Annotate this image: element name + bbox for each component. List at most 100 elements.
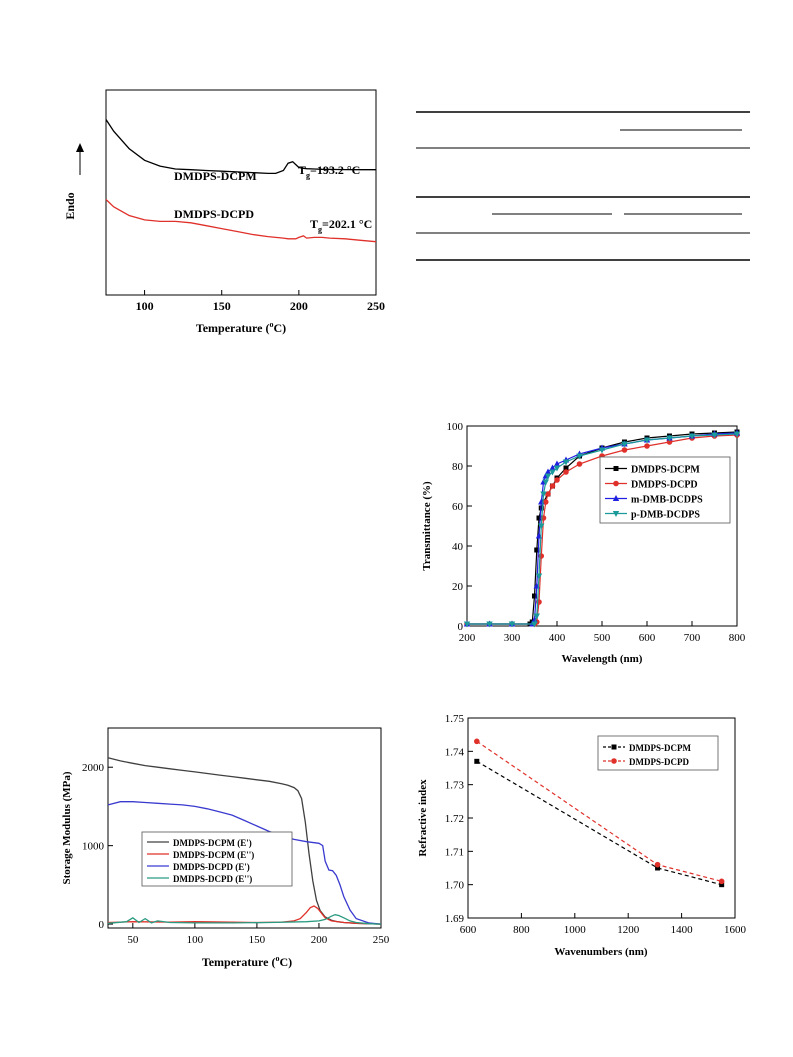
dsc-tg-annotation-dcpm: Tg=193.2 °C [298,163,360,180]
tr-legend-label: DMDPS-DCPM [631,465,700,476]
tr-point [532,593,537,599]
ri-y-tick-label: 1.75 [445,713,465,725]
ri-y-tick-label: 1.70 [445,880,465,892]
ri-point [718,878,725,885]
tr-point [538,523,545,530]
tr-point [621,441,628,448]
dsc-chart: 100 150 200 250 DMDPS-DCPM DMDPS-DCPD Tg=19… [63,89,385,335]
ri-legend-marker [611,758,617,764]
dma-legend-label: DMDPS-DCPD (E'') [173,874,252,884]
dsc-endo-arrow-head [76,143,84,152]
dma-x-tick-label: 100 [187,934,204,946]
tr-legend-label: DMDPS-DCPD [631,480,698,491]
dma-plot-frame [107,727,382,929]
tr-x-tick-label: 500 [594,632,611,644]
dma-series [107,757,382,925]
ri-legend-box [597,735,719,771]
dma-legend-label: DMDPS-DCPM (E') [173,838,252,848]
dsc-line-0 [105,119,376,175]
dsc-plot-frame [105,89,377,296]
tr-y-tick-label: 60 [452,501,464,513]
dsc-x-tick-label: 250 [367,299,385,313]
ri-legend-label: DMDPS-DCPD [629,757,689,767]
tr-x-tick-label: 200 [459,632,476,644]
tr-y-tick-label: 100 [447,421,464,433]
tr-legend-marker [612,511,620,517]
tr-point [540,491,547,498]
tr-x-tick-label: 600 [639,632,656,644]
dma-y-tick-label: 1000 [82,841,105,853]
tr-legend-label: p-DMB-DCDPS [631,510,700,521]
dma-line-1 [107,905,382,925]
ri-y-tick-label: 1.73 [445,780,465,792]
tr-point [576,461,583,467]
tr-x-tick-label: 400 [549,632,566,644]
tr-point [563,469,569,475]
tr-point [666,439,673,445]
tr-y-tick-label: 80 [452,461,464,473]
tr-point [542,499,549,505]
transmittance-x-label: Wavelength (nm) [562,653,643,665]
dsc-x-label: Temperature (oC) [196,320,286,335]
ri-x-tick-label: 1600 [724,924,747,936]
dma-x-tick-label: 50 [127,934,138,946]
tr-point [562,459,570,466]
tr-point [553,465,561,472]
dsc-x-tick-label: 200 [290,299,308,313]
tr-point [549,464,556,471]
dma-x-tick-label: 150 [249,934,266,946]
dsc-x-tick-label: 100 [136,299,154,313]
refractive-series [474,738,725,888]
tr-legend-label: m-DMB-DCDPS [631,495,703,506]
tr-point [463,621,471,628]
tr-x-tick-label: 300 [504,632,521,644]
dsc-x-ticks: 100 150 200 250 [136,290,385,313]
tr-point [545,491,551,497]
tr-point [486,621,493,628]
refractive-chart: 600 800 1000 1200 1400 1600 1.69 1.70 1.71 1.72 1.… [417,713,747,958]
dma-legend-label: DMDPS-DCPD (E') [173,862,250,872]
dsc-tg-annotation-dcpd: Tg=202.1 °C [310,217,372,234]
ri-point [654,861,661,868]
tr-point [531,621,538,628]
dsc-series-label-dcpm: DMDPS-DCPM [174,169,257,183]
tr-point [688,433,696,440]
ri-y-tick-label: 1.72 [445,813,464,825]
tr-legend-marker [612,495,620,501]
ri-legend-marker [611,744,617,750]
tr-y-tick-label: 40 [452,541,464,553]
tr-legend-marker [613,466,619,471]
ri-x-tick-label: 800 [513,924,530,936]
tr-point [598,447,606,454]
tr-point [666,435,673,442]
dsc-line-1 [105,199,377,243]
tr-point [711,432,718,439]
ri-point [719,882,725,888]
tr-point [733,431,741,438]
tr-point [563,465,569,471]
tr-point [576,453,583,460]
tr-point [643,437,651,444]
tr-y-tick-label: 20 [452,581,464,593]
dma-x-label: Temperature (oC) [202,954,292,969]
table-rules [416,111,750,261]
ri-x-tick-label: 1400 [671,924,694,936]
dsc-x-tick-label: 150 [213,299,231,313]
ri-y-tick-label: 1.69 [445,913,465,925]
tr-point [534,547,540,553]
tr-y-tick-label: 0 [458,621,464,633]
ri-y-tick-label: 1.74 [445,746,465,758]
ri-point [655,865,661,871]
refractive-legend: DMDPS-DCPM DMDPS-DCPD [597,735,719,771]
dma-line-3 [107,914,382,925]
tr-point [553,460,561,467]
tr-point [544,473,552,480]
tr-point [508,621,516,628]
ri-x-tick-label: 600 [460,924,477,936]
transmittance-y-label: Transmittance (%) [421,481,433,571]
tr-point [533,613,540,620]
tr-point [542,479,549,486]
tr-point [644,443,650,449]
transmittance-series [463,429,741,628]
dma-y-label: Storage Modulus (MPa) [61,771,73,884]
